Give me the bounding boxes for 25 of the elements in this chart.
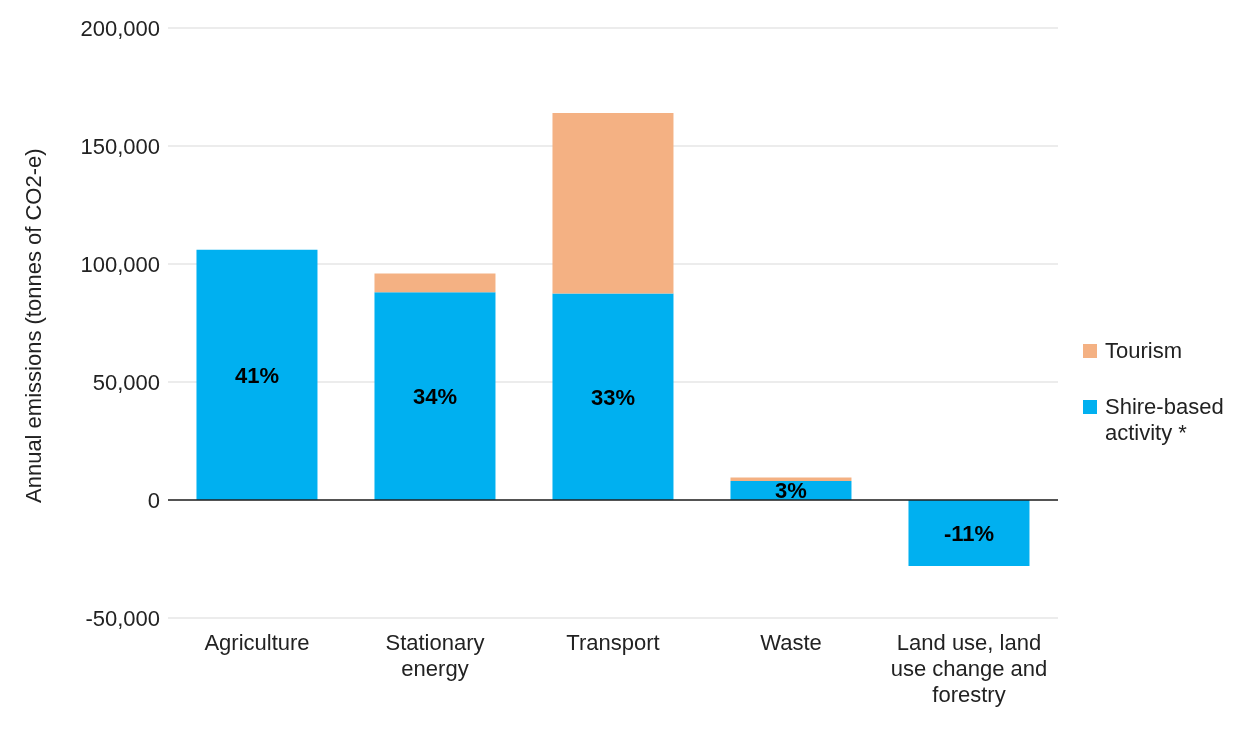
x-tick-label: Stationary energy [385,630,485,681]
y-tick-label: 200,000 [80,15,160,41]
bar [374,292,496,500]
y-axis-title: Annual emissions (tonnes of CO2-e) [20,148,46,503]
annotation: -11% [943,520,995,546]
y-tick-label: 0 [147,487,160,513]
y-tick-label: 100,000 [80,251,160,277]
annotation: 34% [412,383,458,409]
y-tick-label: 150,000 [80,133,160,159]
legend-label: Shire-based activity * [1105,394,1225,446]
bar [908,500,1030,567]
legend-label: Tourism [1105,338,1183,364]
annotation: 3% [775,478,807,504]
bar [552,112,674,294]
x-tick-label: Waste [760,630,822,655]
y-tick-label: 50,000 [92,369,160,395]
x-tick-label: Land use, land use change and forestry [890,630,1048,707]
annotation: 33% [590,384,636,410]
bar [552,293,674,500]
x-tick-label: Agriculture [204,630,310,655]
y-tick-label: -50,000 [85,605,160,631]
annotation: 41% [234,362,280,388]
x-tick-label: Transport [566,630,660,655]
bar [374,273,496,293]
bar [196,249,318,500]
